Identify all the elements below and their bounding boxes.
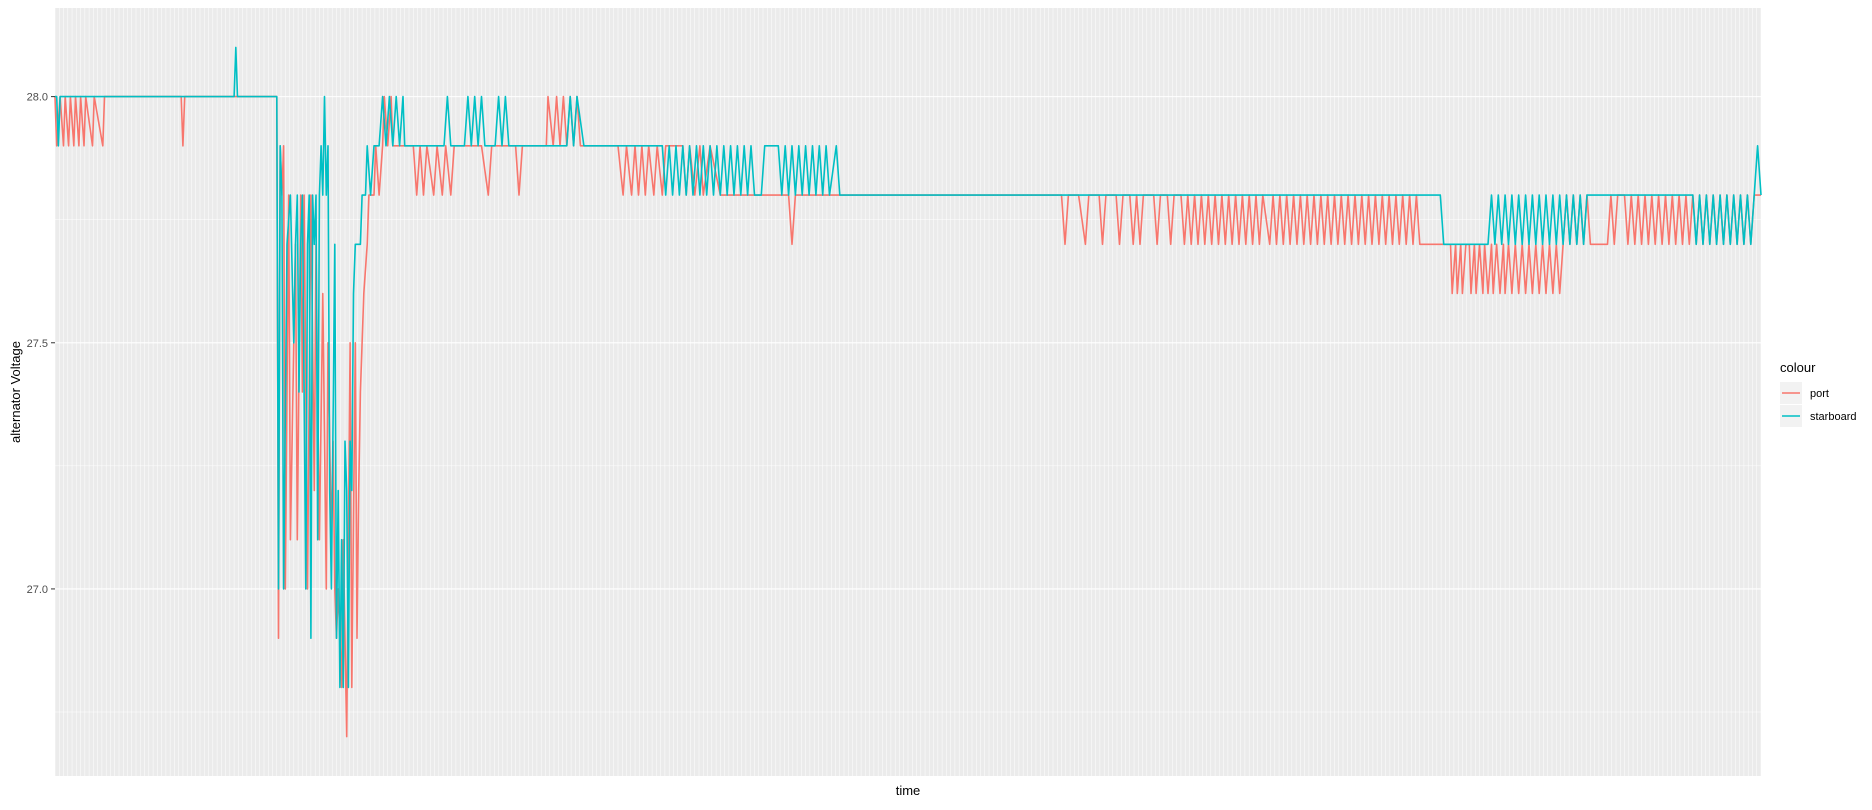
legend-label-port: port: [1810, 388, 1829, 400]
legend: colour port starboard: [1780, 360, 1856, 427]
series-layer: [54, 46, 1762, 738]
y-tick-label: 27.5: [27, 338, 48, 350]
y-axis-title: alternator Voltage: [8, 341, 23, 443]
legend-label-starboard: starboard: [1810, 411, 1856, 423]
series-line-port: [54, 95, 1761, 738]
y-tick-label: 28.0: [27, 92, 48, 104]
legend-title: colour: [1780, 360, 1816, 375]
y-tick-label: 27.0: [27, 584, 48, 596]
series-line-starboard: [55, 46, 1762, 689]
grid-lines: [54, 8, 1762, 776]
x-axis-title: time: [896, 783, 921, 798]
y-axis: 27.0 27.5 28.0: [27, 92, 55, 596]
